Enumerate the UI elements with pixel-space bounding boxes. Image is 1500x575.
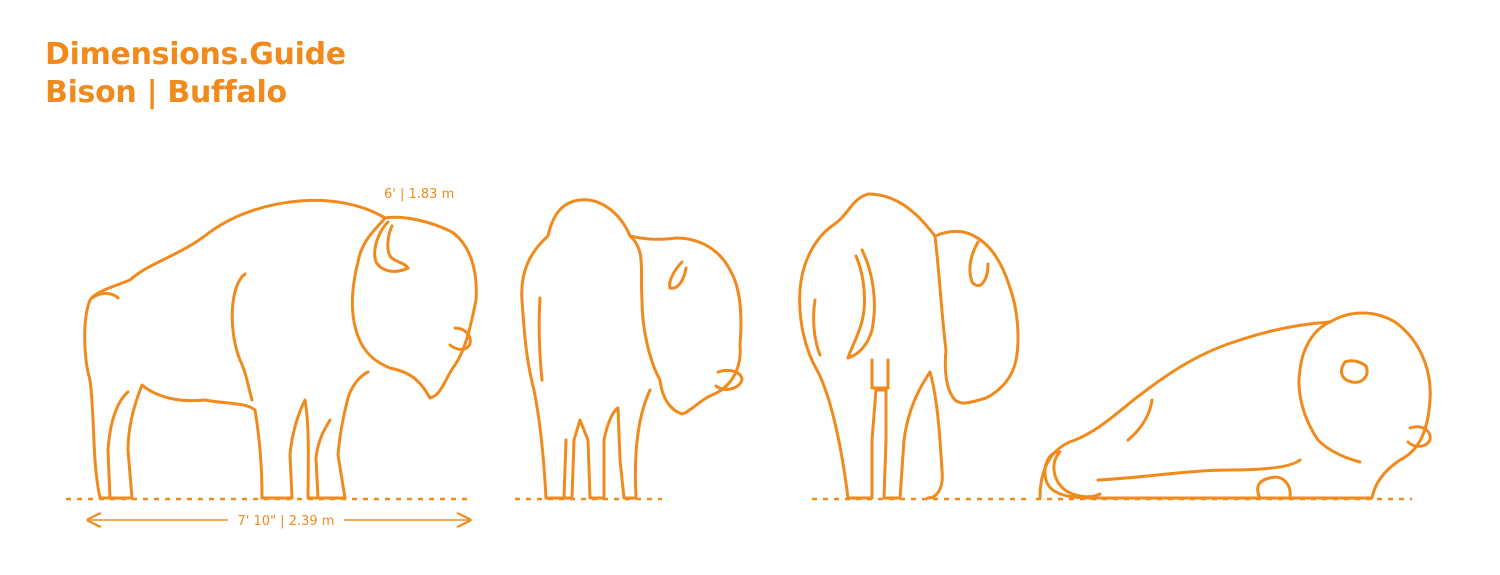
front-body-outline: [520, 198, 652, 500]
front-inner-line-left: [537, 296, 544, 382]
front-muzzle: [714, 368, 744, 391]
length-dimension-label: 7' 10" | 2.39 m: [238, 514, 335, 529]
side-mane-edge: [346, 370, 370, 400]
side-head-mane: [350, 215, 478, 400]
rear-body-outline: [798, 192, 944, 500]
height-dimension-label: 6' | 1.83 m: [384, 187, 454, 202]
lying-muzzle: [1406, 425, 1432, 448]
side-front-inner-leg: [314, 418, 332, 500]
lying-body-outline: [1038, 311, 1432, 500]
side-rear-inner-leg: [106, 390, 130, 500]
bison-rear-view: [798, 192, 1020, 500]
rear-tail-base: [870, 358, 890, 390]
lying-shoulder-line: [1126, 398, 1154, 442]
rear-horn: [968, 240, 990, 288]
subject-title: Bison | Buffalo: [45, 75, 287, 110]
brand-block: Dimensions.Guide Bison | Buffalo: [45, 36, 346, 112]
bison-side-view: [83, 198, 478, 500]
bison-lying-view: [1038, 311, 1432, 500]
brand-title: Dimensions.Guide: [45, 37, 346, 72]
bison-front-view: [520, 198, 744, 500]
front-inner-leg: [562, 438, 568, 500]
rear-tail: [846, 248, 876, 360]
lying-leg-line: [1096, 458, 1302, 482]
side-shoulder-line: [230, 272, 254, 402]
side-body-outline: [83, 198, 387, 500]
lying-horn: [1340, 359, 1369, 384]
lying-mane-line: [1297, 320, 1362, 464]
side-rump-line: [90, 292, 120, 300]
lying-tail: [1052, 450, 1102, 499]
rear-head-mane: [933, 229, 1020, 405]
side-muzzle: [448, 326, 472, 351]
front-head-mane: [628, 234, 743, 416]
front-horn: [668, 260, 688, 290]
side-horn: [373, 220, 410, 273]
rear-hip-line: [812, 298, 822, 357]
